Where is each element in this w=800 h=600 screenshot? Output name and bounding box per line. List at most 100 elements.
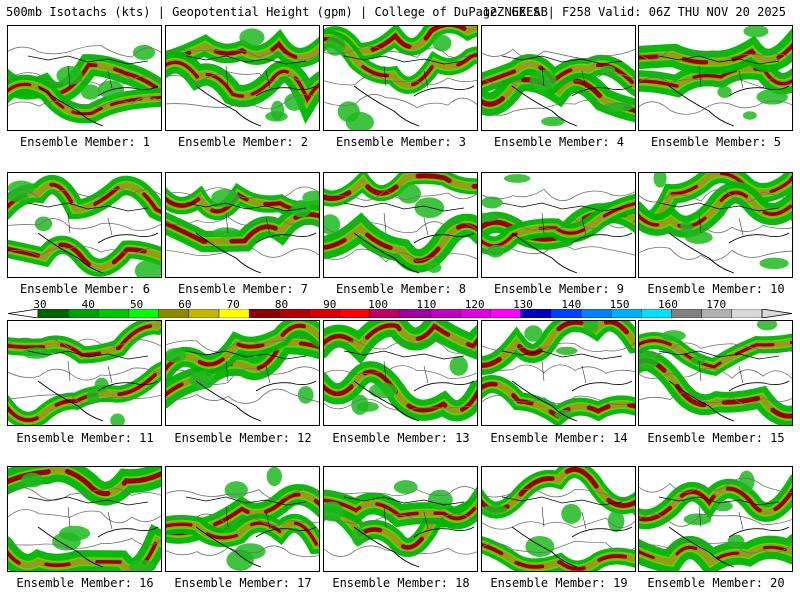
colorbar-swatch: [67, 309, 99, 318]
jet-stream-band: [166, 51, 319, 124]
colorbar-swatch: [128, 309, 159, 318]
colorbar-tick-label: 160: [657, 298, 678, 311]
colorbar-tick-label: 110: [416, 298, 437, 311]
colorbar-swatch: [429, 309, 461, 318]
ensemble-panel: [7, 25, 162, 131]
jet-stream-band: [639, 28, 792, 74]
colorbar-tick-label: 150: [609, 298, 630, 311]
colorbar-tick-label: 80: [274, 298, 289, 311]
jet-stream-map: [166, 28, 319, 127]
ensemble-panel: [7, 320, 162, 426]
jet-stream-map: [8, 175, 161, 277]
colorbar-swatch: [248, 309, 280, 318]
jet-stream-band: [324, 173, 477, 207]
ensemble-member-label: Ensemble Member: 10: [647, 282, 785, 296]
colorbar-swatch: [550, 309, 582, 318]
ensemble-member-label: Ensemble Member: 16: [16, 576, 154, 590]
ensemble-member-label: Ensemble Member: 9: [493, 282, 625, 296]
jet-stream-band: [166, 513, 319, 555]
ensemble-panel: [323, 466, 478, 572]
jet-stream-band: [324, 361, 477, 422]
jet-stream-map: [324, 173, 477, 274]
jet-stream-band: [166, 203, 319, 253]
ensemble-member-label: Ensemble Member: 7: [177, 282, 309, 296]
colorbar-swatch: [520, 309, 552, 318]
jet-stream-map: [639, 470, 792, 571]
ensemble-panel: [638, 320, 793, 426]
jet-stream-map: [166, 321, 319, 422]
ensemble-member-label: Ensemble Member: 20: [647, 576, 785, 590]
colorbar-swatch: [309, 309, 340, 318]
colorbar-tick-label: 170: [706, 298, 727, 311]
jet-stream-band: [639, 331, 792, 376]
jet-stream-band: [639, 534, 792, 571]
jet-stream-band: [8, 467, 161, 506]
ensemble-panel: [638, 172, 793, 278]
ensemble-panel: [165, 466, 320, 572]
jet-stream-map: [166, 182, 319, 274]
jet-stream-band: [639, 181, 792, 238]
jet-stream-band: [639, 474, 792, 530]
jet-stream-band: [324, 212, 477, 273]
ensemble-member-label: Ensemble Member: 12: [174, 431, 312, 445]
jet-stream-band: [482, 375, 635, 425]
ensemble-panel: [481, 466, 636, 572]
jet-stream-map: [324, 26, 477, 130]
colorbar-tick-label: 100: [368, 298, 389, 311]
ensemble-panel: [165, 172, 320, 278]
jet-stream-band: [482, 67, 635, 123]
ensemble-member-label: Ensemble Member: 5: [650, 135, 782, 149]
jet-stream-band: [166, 321, 319, 384]
jet-stream-map: [324, 321, 477, 422]
jet-stream-band: [639, 350, 792, 425]
ensemble-member-label: Ensemble Member: 14: [490, 431, 628, 445]
jet-stream-band: [482, 193, 635, 256]
jet-stream-map: [482, 48, 635, 127]
colorbar-tick-label: 120: [464, 298, 485, 311]
ensemble-panel: [638, 25, 793, 131]
jet-stream-band: [8, 235, 161, 277]
colorbar-tick-label: 50: [129, 298, 144, 311]
ensemble-member-label: Ensemble Member: 11: [16, 431, 154, 445]
ensemble-panel: [7, 466, 162, 572]
jet-stream-map: [324, 480, 477, 568]
colorbar-tick-label: 140: [561, 298, 582, 311]
jet-stream-band: [482, 54, 635, 97]
jet-stream-band: [8, 361, 161, 425]
colorbar-swatch: [490, 309, 521, 318]
ensemble-panel: [323, 320, 478, 426]
jet-stream-map: [8, 44, 161, 127]
ensemble-member-label: Ensemble Member: 3: [335, 135, 467, 149]
jet-stream-band: [639, 57, 792, 98]
jet-stream-band: [639, 173, 792, 232]
colorbar-swatch: [339, 309, 371, 318]
ensemble-panel: [481, 172, 636, 278]
colorbar-swatch: [731, 309, 763, 318]
ensemble-panel: [638, 466, 793, 572]
jet-stream-map: [482, 467, 635, 571]
ensemble-member-label: Ensemble Member: 19: [490, 576, 628, 590]
jet-stream-band: [482, 467, 635, 519]
colorbar-swatch: [671, 309, 702, 318]
jet-stream-map: [8, 321, 161, 425]
colorbar-swatch: [399, 309, 431, 318]
jet-stream-band: [482, 321, 635, 375]
jet-stream-map: [8, 467, 161, 571]
ensemble-panel: [481, 25, 636, 131]
colorbar-swatch: [188, 309, 220, 318]
ensemble-member-label: Ensemble Member: 6: [19, 282, 151, 296]
ensemble-member-label: Ensemble Member: 17: [174, 576, 312, 590]
header-title: 500mb Isotachs (kts) | Geopotential Heig…: [6, 5, 548, 19]
ensemble-panel: [323, 172, 478, 278]
colorbar-swatch: [580, 309, 612, 318]
jet-stream-map: [482, 174, 635, 274]
ensemble-panel: [165, 25, 320, 131]
ensemble-member-label: Ensemble Member: 18: [332, 576, 470, 590]
ensemble-member-label: Ensemble Member: 2: [177, 135, 309, 149]
jet-stream-map: [482, 321, 635, 425]
colorbar-swatch: [610, 309, 642, 318]
colorbar-swatch: [279, 309, 310, 318]
colorbar-swatch: [701, 309, 733, 318]
header-valid-time: 12Z GEFS | F258 Valid: 06Z THU NOV 20 20…: [482, 5, 786, 19]
jet-stream-map: [639, 173, 792, 274]
